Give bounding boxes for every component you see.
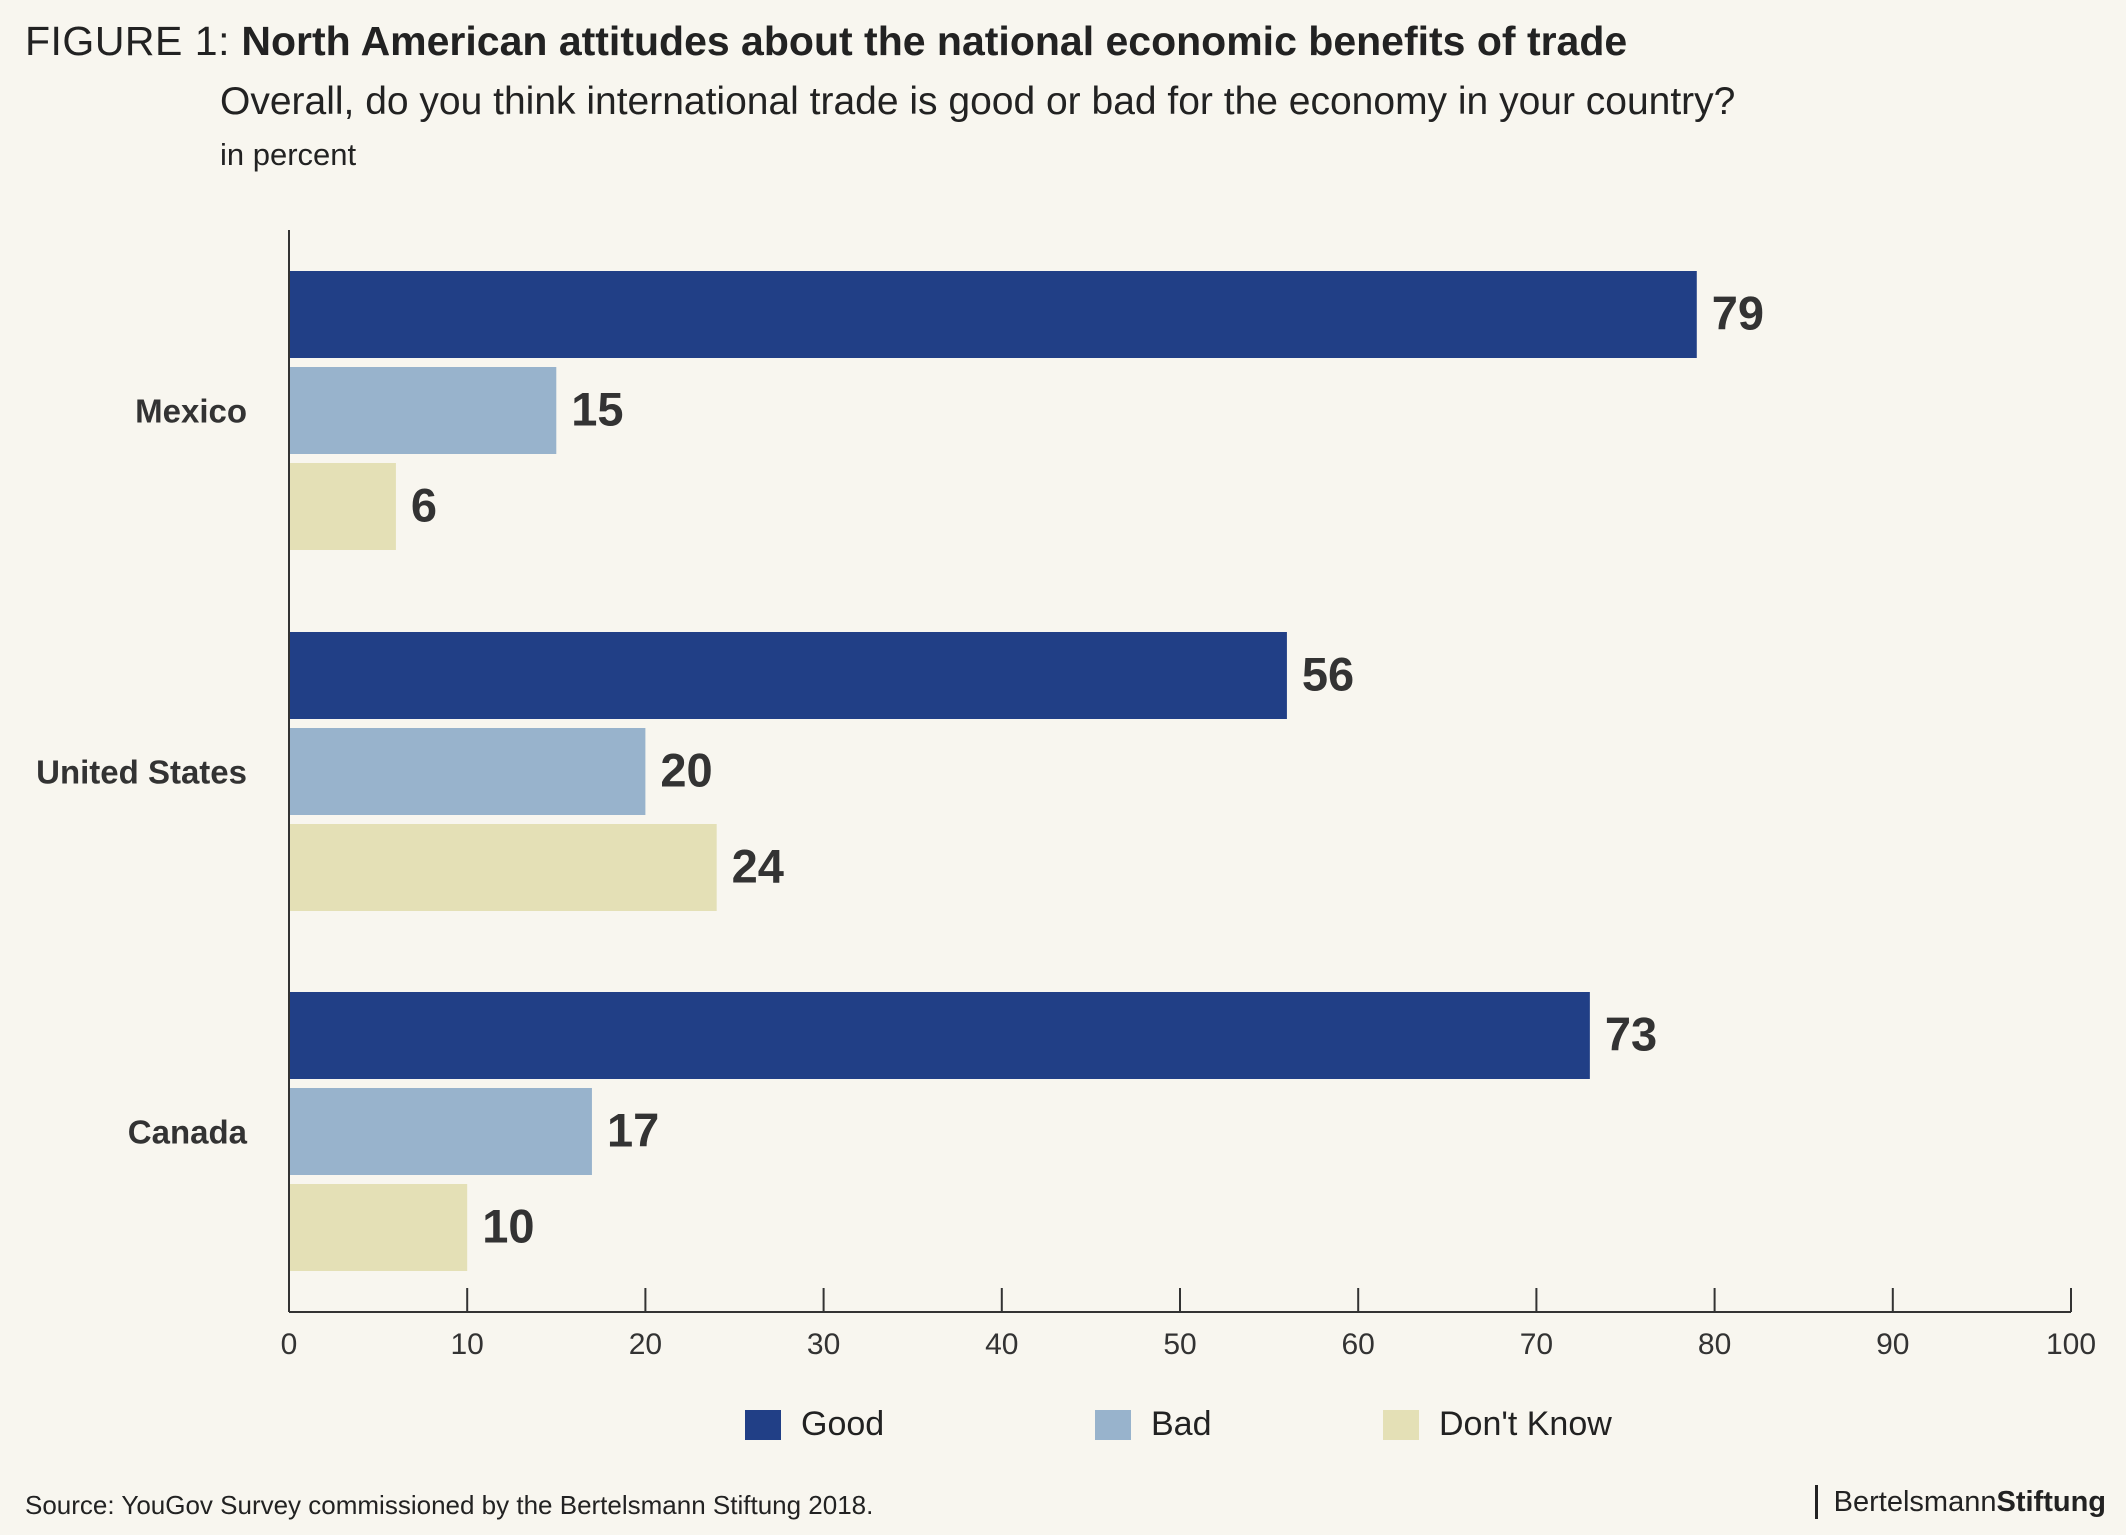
data-label-united-states-bad: 20: [660, 744, 712, 797]
legend-label-good: Good: [801, 1405, 885, 1443]
bar-united-states-good: [289, 632, 1287, 719]
bar-united-states-bad: [289, 728, 646, 815]
data-label-mexico-good: 79: [1712, 287, 1764, 340]
category-label-united-states: United States: [36, 754, 247, 791]
category-label-canada: Canada: [128, 1114, 248, 1151]
legend-label-bad: Bad: [1151, 1405, 1212, 1443]
legend-item-good: Good: [745, 1405, 884, 1444]
x-tick-label-10: 10: [451, 1328, 484, 1361]
legend-swatch-dont-know: [1383, 1409, 1419, 1440]
bar-united-states-don-t-know: [289, 824, 717, 911]
data-label-united-states-don-t-know: 24: [732, 840, 784, 893]
chart-subtitle: Overall, do you think international trad…: [220, 80, 1736, 123]
data-label-canada-don-t-know: 10: [482, 1200, 534, 1253]
x-tick-label-70: 70: [1520, 1328, 1553, 1361]
data-label-mexico-don-t-know: 6: [411, 479, 437, 532]
brand-regular: Bertelsmann: [1833, 1486, 1997, 1518]
brand-bold: Stiftung: [1996, 1486, 2106, 1518]
bar-mexico-bad: [289, 367, 557, 454]
legend-item-bad: Bad: [1095, 1405, 1212, 1444]
unit-label: in percent: [220, 137, 357, 172]
bar-mexico-good: [289, 271, 1697, 358]
chart-title: North American attitudes about the natio…: [241, 18, 1628, 64]
data-label-canada-bad: 17: [607, 1104, 659, 1157]
bar-canada-bad: [289, 1088, 592, 1175]
x-tick-label-80: 80: [1698, 1328, 1731, 1361]
x-tick-label-60: 60: [1342, 1328, 1375, 1361]
figure-label: FIGURE 1:: [25, 18, 230, 64]
legend-item-dont-know: Don't Know: [1383, 1405, 1612, 1444]
data-label-united-states-good: 56: [1302, 648, 1354, 701]
data-label-canada-good: 73: [1605, 1008, 1657, 1061]
x-tick-label-100: 100: [2046, 1328, 2096, 1361]
legend-swatch-bad: [1095, 1409, 1131, 1440]
figure-title: FIGURE 1: North American attitudes about…: [25, 18, 1627, 65]
x-tick-label-40: 40: [985, 1328, 1018, 1361]
brand-logo: BertelsmannStiftung: [1814, 1485, 2106, 1519]
data-label-mexico-bad: 15: [571, 383, 623, 436]
bar-chart: 79 15 6 Mexico 56 20 24 United States 73 17 10 Cana…: [36, 230, 2096, 1361]
bar-mexico-don-t-know: [289, 463, 396, 550]
source-note: Source: YouGov Survey commissioned by th…: [25, 1490, 874, 1520]
legend: Good Bad Don't Know: [0, 1405, 2126, 1455]
bar-canada-don-t-know: [289, 1184, 468, 1271]
legend-label-dont-know: Don't Know: [1439, 1405, 1612, 1443]
x-tick-label-50: 50: [1163, 1328, 1196, 1361]
x-tick-label-30: 30: [807, 1328, 840, 1361]
category-label-mexico: Mexico: [135, 393, 247, 430]
legend-swatch-good: [745, 1409, 781, 1440]
x-tick-label-0: 0: [281, 1328, 298, 1361]
bar-canada-good: [289, 992, 1590, 1079]
x-tick-label-90: 90: [1876, 1328, 1909, 1361]
x-tick-label-20: 20: [629, 1328, 662, 1361]
